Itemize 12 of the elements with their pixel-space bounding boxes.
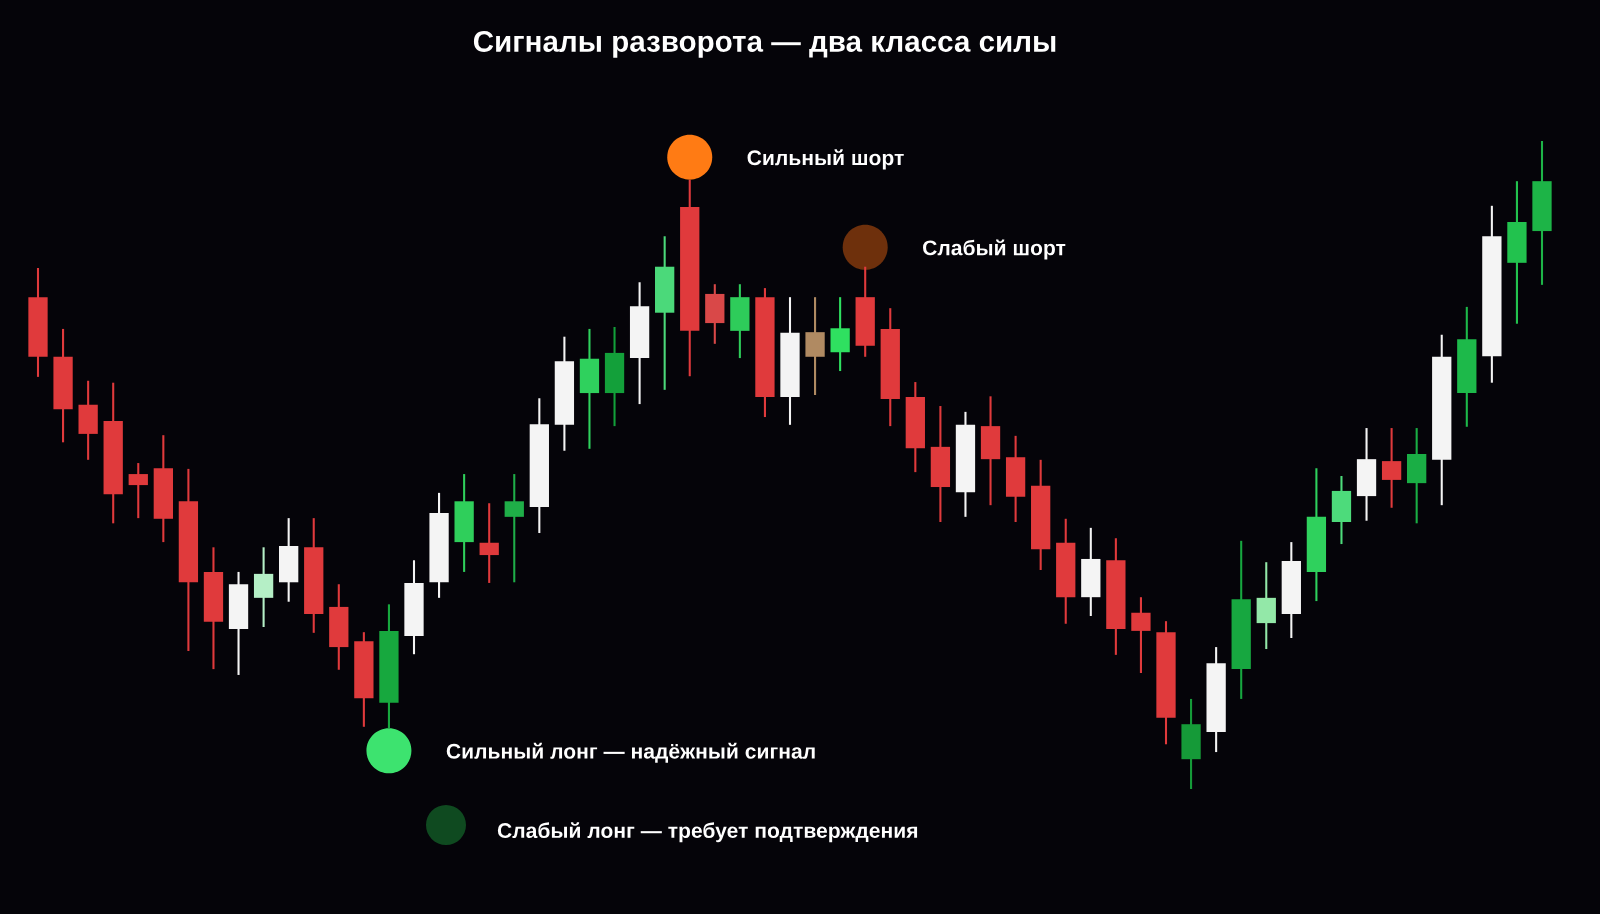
- candlestick: [479, 502, 499, 584]
- candlestick: [1381, 427, 1402, 509]
- candlestick: [504, 473, 524, 584]
- candlestick: [830, 296, 850, 373]
- candlestick: [1131, 596, 1151, 675]
- chart-title: Сигналы разворота — два класса силы: [473, 30, 1056, 58]
- series-label: Сильный лонг — надёжный сигнал: [446, 742, 815, 763]
- text: Слабый лонг — требует подтверждения: [497, 822, 918, 843]
- series-label: Слабый шорт: [923, 239, 1066, 260]
- series-label: Сильный шорт: [747, 149, 904, 170]
- candlestick: [253, 546, 274, 629]
- candlestick: [128, 462, 148, 520]
